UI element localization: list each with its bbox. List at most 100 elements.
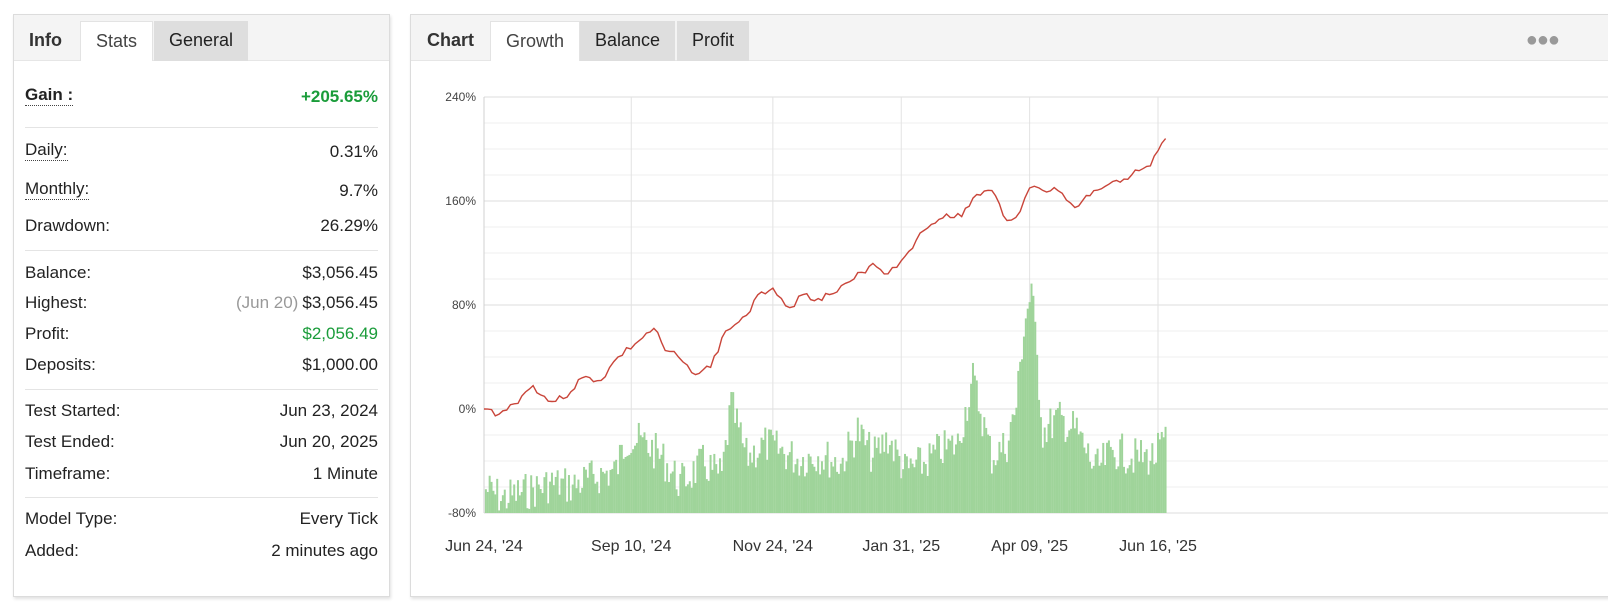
profit-bar [1119, 439, 1122, 513]
profit-bar [632, 449, 635, 513]
profit-bar [924, 464, 927, 513]
profit-bar [581, 487, 584, 513]
profit-bar [1015, 407, 1018, 513]
profit-bar [675, 489, 678, 513]
profit-bar [998, 441, 1001, 513]
profit-bar [824, 455, 827, 513]
profit-bar [679, 473, 682, 513]
profit-bar [526, 508, 529, 513]
profit-bar [977, 411, 980, 513]
profit-bar [1107, 440, 1110, 513]
profit-bar [647, 452, 650, 513]
profit-bar [545, 472, 548, 513]
profit-bar [919, 447, 922, 513]
profit-bar [1085, 453, 1088, 513]
profit-bar [1075, 417, 1078, 513]
x-axis-labels: Jun 24, '24 Sep 10, '24 Nov 24, '24 Jan 31,… [445, 538, 1197, 555]
profit-bar [964, 407, 967, 513]
more-dots-icon[interactable]: ●●● [1525, 29, 1560, 51]
profit-bar [752, 445, 755, 513]
y-tick-label: 0% [459, 402, 477, 416]
profit-bar [898, 456, 901, 513]
stat-highest-value-wrap: (Jun 20) $3,056.45 [236, 291, 378, 315]
profit-bar [522, 479, 525, 513]
x-tick-label: Jun 24, '24 [445, 538, 523, 555]
profit-bar [722, 451, 725, 513]
profit-bar [696, 455, 699, 513]
profit-bar [947, 438, 950, 513]
tab-info[interactable]: Info [29, 30, 62, 50]
tab-chart[interactable]: Chart [427, 30, 475, 50]
profit-bar [596, 481, 599, 513]
profit-bar [600, 467, 603, 513]
tab-balance[interactable]: Balance [580, 21, 676, 61]
profit-bar [1124, 473, 1127, 513]
stat-balance: Balance: $3,056.45 [25, 261, 378, 285]
stat-drawdown: Drawdown: 26.29% [25, 214, 378, 238]
profit-bar [845, 461, 848, 513]
profit-bar [1083, 447, 1086, 513]
profit-bar [841, 457, 844, 513]
profit-bar [1151, 443, 1154, 513]
profit-bar [992, 460, 995, 513]
profit-bar [800, 466, 803, 513]
profit-bar [764, 427, 767, 513]
profit-bar [488, 475, 491, 513]
profit-bar [515, 500, 518, 513]
stat-gain-label[interactable]: Gain : [25, 85, 74, 106]
stat-deposits: Deposits: $1,000.00 [25, 353, 378, 377]
profit-bar [1056, 408, 1059, 513]
tab-general[interactable]: General [154, 21, 249, 61]
profit-bar [843, 471, 846, 513]
stat-profit: Profit: $2,056.49 [25, 322, 378, 346]
profit-bar [854, 440, 857, 513]
profit-bar [537, 484, 540, 513]
profit-bar [520, 492, 523, 513]
profit-bar [511, 495, 514, 513]
profit-bar [868, 431, 871, 513]
profit-bar [634, 445, 637, 513]
profit-bar [839, 463, 842, 513]
profit-bar [962, 437, 965, 513]
profit-bar [811, 463, 814, 513]
profit-bar [1036, 354, 1039, 513]
profit-bar [728, 405, 731, 513]
profit-bar [1102, 442, 1105, 513]
profit-bar [1149, 460, 1152, 513]
profit-bar [1100, 462, 1103, 513]
tab-profit[interactable]: Profit [677, 21, 750, 61]
profit-bar [673, 460, 676, 513]
profit-bar [713, 453, 716, 513]
profit-bar [535, 476, 538, 513]
profit-bar [671, 471, 674, 513]
profit-bar [711, 469, 714, 513]
profit-bar [741, 443, 744, 513]
profit-bar [532, 487, 535, 513]
profit-bar [617, 474, 620, 513]
stat-model-type-value: Every Tick [299, 509, 378, 528]
profit-bar [1041, 447, 1044, 513]
profit-bar [822, 469, 825, 513]
stat-daily-value: 0.31% [329, 142, 378, 161]
profit-bar [505, 508, 508, 513]
profit-bar [945, 449, 948, 513]
profit-bar [1028, 302, 1031, 513]
profit-bar [783, 453, 786, 513]
tab-growth[interactable]: Growth [490, 21, 581, 61]
tab-stats[interactable]: Stats [80, 21, 154, 61]
profit-bar [703, 466, 706, 513]
profit-bar [1009, 422, 1012, 513]
stat-monthly-label[interactable]: Monthly: [25, 179, 90, 200]
profit-bar [1094, 454, 1097, 513]
profit-bar [871, 457, 874, 513]
profit-bar [724, 440, 727, 513]
profit-bar [688, 481, 691, 513]
profit-bar [1115, 469, 1118, 513]
stat-daily-label[interactable]: Daily: [25, 140, 68, 161]
profit-bar [930, 453, 933, 513]
profit-bar [866, 440, 869, 513]
profit-bar [592, 473, 595, 513]
profit-bar [1157, 432, 1159, 513]
profit-bar [794, 464, 797, 513]
profit-bar [885, 432, 888, 513]
